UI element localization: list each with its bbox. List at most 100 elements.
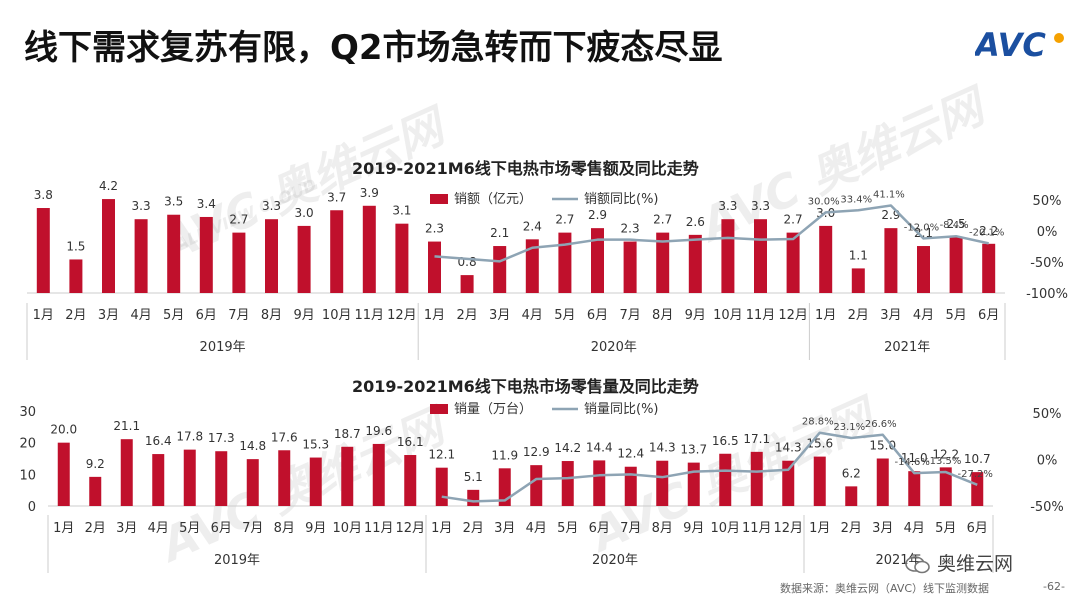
bar-value-label: 2.7 [784,213,803,227]
x-tick-label: 10月 [710,521,740,536]
bar [845,486,858,506]
x-tick-label: 10月 [332,521,362,536]
bar-value-label: 11.9 [491,448,518,462]
bar-value-label: 1.1 [849,248,868,262]
bar-value-label: 2.9 [588,208,607,222]
right-axis-tick: 0% [1037,454,1058,469]
bar [687,462,700,506]
x-tick-label: 7月 [620,521,641,536]
bar-value-label: 2.9 [881,208,900,222]
year-group-label: 2021年 [875,553,921,568]
bar [876,458,889,506]
bar [656,232,670,293]
yoy-value-label: -14.6% [895,457,930,468]
bar-value-label: 3.1 [392,204,411,218]
bar [624,466,637,506]
bar-value-label: 3.3 [262,199,281,213]
bar [558,232,572,293]
bar-value-label: 12.1 [428,448,455,462]
bar-value-label: 10.7 [964,452,991,466]
x-tick-label: 6月 [587,308,608,323]
bar [971,472,984,506]
bar [525,239,539,293]
x-tick-label: 8月 [274,521,295,536]
legend-line-label: 销量同比(%) [584,402,659,417]
sales-volume-chart: 销量（万台） 销量同比(%) 30 20 10 0 50% 0% -50% 20.0 1月 9.2 2月… [19,402,1064,573]
bar [786,232,800,293]
x-tick-label: 11月 [355,308,385,323]
x-tick-label: 4月 [130,308,151,323]
bar-value-label: 2.6 [686,215,705,229]
logo-dot [1054,33,1064,43]
x-tick-label: 11月 [364,521,394,536]
yoy-value-label: 23.1% [833,422,865,433]
bar-value-label: 12.4 [617,447,644,461]
wechat-icon [905,555,930,573]
avc-logo: AVC [975,26,1064,62]
yoy-value-label: 33.4% [840,194,872,205]
x-tick-label: 11月 [742,521,772,536]
bar-value-label: 14.4 [586,440,613,454]
yoy-series-line [434,204,989,263]
bar-value-label: 11.0 [901,451,928,465]
bar [341,446,354,506]
bar [498,468,511,506]
bar [719,453,732,506]
bar [36,208,50,293]
yoy-value-label: -12.0% [904,222,939,233]
wechat-badge: 奥维云网 [905,549,1013,576]
bar [57,442,70,506]
x-tick-label: 10月 [322,308,352,323]
bar-value-label: 12.9 [523,445,550,459]
bar-value-label: 3.5 [164,195,183,209]
x-tick-label: 11月 [746,308,776,323]
left-axis-tick: 30 [19,405,36,420]
x-tick-label: 9月 [293,308,314,323]
bar-value-label: 17.1 [743,432,770,446]
right-axis-tick: 50% [1033,407,1062,422]
x-tick-label: 9月 [685,308,706,323]
bar [120,439,133,506]
x-tick-label: 10月 [713,308,743,323]
x-tick-label: 1月 [53,521,74,536]
bar [493,246,507,293]
bar-value-label: 14.2 [554,441,581,455]
bar [884,228,898,293]
right-axis-tick: -100% [1026,287,1068,302]
x-tick-label: 12月 [778,308,808,323]
bar-value-label: 17.6 [271,430,298,444]
yoy-value-label: 41.1% [873,190,905,201]
bar [183,449,196,506]
bar-value-label: 16.5 [712,434,739,448]
bar [246,459,259,506]
x-tick-label: 1月 [33,308,54,323]
bar [215,451,228,506]
yoy-series-line [441,431,978,503]
bar [428,241,441,293]
bar-value-label: 1.5 [66,239,85,253]
x-tick-label: 3月 [116,521,137,536]
x-tick-label: 5月 [554,308,575,323]
bar-value-label: 20.0 [50,423,77,437]
x-tick-label: 5月 [163,308,184,323]
bar-value-label: 3.0 [295,206,314,220]
bar [561,461,574,506]
x-tick-label: 2月 [848,308,869,323]
x-tick-label: 5月 [935,521,956,536]
x-tick-label: 4月 [904,521,925,536]
x-tick-label: 4月 [913,308,934,323]
bar-value-label: 3.7 [327,190,346,204]
bar [939,467,952,506]
bar [69,259,83,293]
bar-value-label: 2.5 [947,217,966,231]
bar [851,268,865,293]
bar [265,219,278,293]
year-group-label: 2020年 [591,340,637,355]
bar-value-label: 3.3 [751,199,770,213]
x-tick-label: 4月 [522,308,543,323]
left-axis-tick: 0 [28,500,36,515]
x-tick-label: 6月 [211,521,232,536]
bar-value-label: 13.7 [680,443,707,457]
x-tick-label: 2月 [85,521,106,536]
bar-value-label: 2.2 [979,224,998,238]
